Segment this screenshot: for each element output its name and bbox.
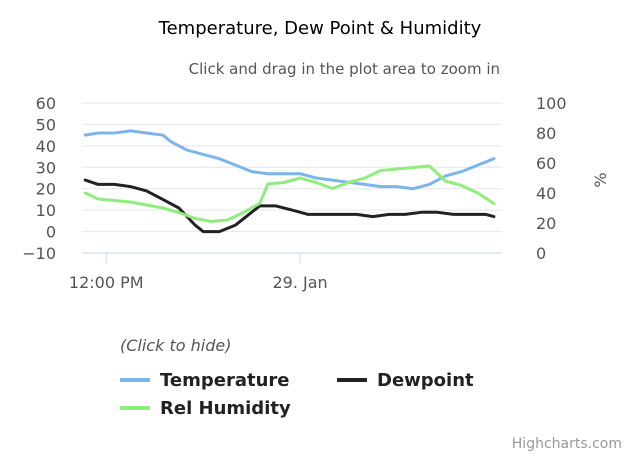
legend-label-rel-humidity[interactable]: Rel Humidity xyxy=(160,398,291,419)
right-y-axis-title: % xyxy=(591,172,610,187)
legend: Temperature Dewpoint Rel Humidity xyxy=(120,370,474,419)
x-axis-ticks: 12:00 PM 29. Jan xyxy=(69,253,328,292)
series-lines xyxy=(83,129,496,234)
legend-label-temperature[interactable]: Temperature xyxy=(160,370,289,391)
right-y-tick-label: 40 xyxy=(536,184,556,203)
x-tick-label: 12:00 PM xyxy=(69,273,144,292)
left-y-tick-label: 40 xyxy=(36,137,56,156)
series-line-rel-humidity xyxy=(83,164,496,223)
credits-link[interactable]: Highcharts.com xyxy=(512,436,622,452)
plot-background[interactable] xyxy=(82,103,502,253)
left-y-tick-label: 60 xyxy=(36,94,56,113)
left-y-tick-label: 20 xyxy=(36,180,56,199)
legend-hint: (Click to hide) xyxy=(120,336,231,355)
chart-title: Temperature, Dew Point & Humidity xyxy=(158,18,482,39)
left-y-tick-label: 0 xyxy=(46,223,56,242)
right-y-tick-label: 80 xyxy=(536,124,556,143)
legend-label-dewpoint[interactable]: Dewpoint xyxy=(377,370,474,391)
left-y-tick-label: −10 xyxy=(22,244,56,263)
left-y-tick-label: 10 xyxy=(36,201,56,220)
x-tick-label: 29. Jan xyxy=(272,273,327,292)
right-y-tick-label: 100 xyxy=(536,94,567,113)
left-y-tick-label: 30 xyxy=(36,158,56,177)
right-y-axis-labels: 100 80 60 40 20 0 xyxy=(536,94,567,263)
legend-item-rel-humidity[interactable]: Rel Humidity xyxy=(120,398,291,419)
left-y-tick-label: 50 xyxy=(36,115,56,134)
series-line-temperature xyxy=(83,129,496,191)
series-line-dewpoint xyxy=(83,178,496,234)
right-y-tick-label: 60 xyxy=(536,154,556,173)
right-y-tick-label: 0 xyxy=(536,244,546,263)
left-y-axis-labels: 60 50 40 30 20 10 0 −10 xyxy=(22,94,56,263)
legend-item-dewpoint[interactable]: Dewpoint xyxy=(337,370,474,391)
chart-subtitle: Click and drag in the plot area to zoom … xyxy=(189,60,500,78)
legend-item-temperature[interactable]: Temperature xyxy=(120,370,289,391)
right-y-tick-label: 20 xyxy=(536,214,556,233)
